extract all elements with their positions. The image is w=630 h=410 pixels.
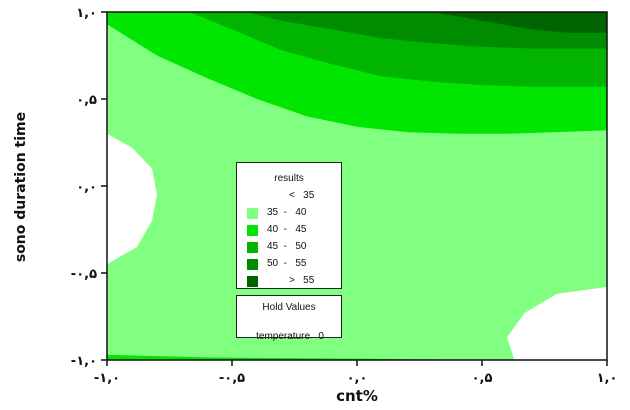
y-tick-label-2: ۰,۰ xyxy=(76,180,97,195)
legend-label-0: < 35 xyxy=(289,190,315,201)
y-tick-label-4: ۱,۰ xyxy=(76,6,97,21)
hold-value-label: temperature xyxy=(256,331,311,342)
x-tick-label-0: -۱,۰ xyxy=(94,371,120,386)
x-tick-label-3: ۰,۵ xyxy=(472,371,493,386)
legend: results < 35 35 - 40 40 - 45 45 - 50 50 - 55… xyxy=(236,162,342,289)
x-axis-title: cnt% xyxy=(336,387,378,405)
contour-region-6 xyxy=(432,12,607,33)
legend-title: results xyxy=(274,173,304,184)
y-axis-ticks: -۱,۰ -۰,۵ ۰,۰ ۰,۵ ۱,۰ xyxy=(71,6,107,369)
legend-entry-5: > 55 xyxy=(237,275,341,289)
legend-swatch-3 xyxy=(247,242,258,253)
y-tick-label-0: -۱,۰ xyxy=(71,354,97,369)
legend-entry-2: 40 - 45 xyxy=(237,224,341,238)
x-tick-label-4: ۱,۰ xyxy=(597,371,618,386)
contour-region-2 xyxy=(107,354,515,360)
legend-label-3: 45 - 50 xyxy=(267,241,307,252)
legend-swatch-4 xyxy=(247,259,258,270)
hold-values-box: Hold Values temperature 0 xyxy=(236,295,342,342)
y-tick-label-1: -۰,۵ xyxy=(71,267,97,282)
legend-entry-4: 50 - 55 xyxy=(237,258,341,272)
x-tick-label-1: -۰,۵ xyxy=(219,371,245,386)
x-axis-ticks: -۱,۰ -۰,۵ ۰,۰ ۰,۵ ۱,۰ xyxy=(94,360,618,386)
legend-entry-1: 35 - 40 xyxy=(237,207,341,221)
legend-swatch-0 xyxy=(247,191,258,202)
hold-value-number: 0 xyxy=(318,331,324,342)
legend-entry-0: < 35 xyxy=(237,190,341,204)
y-tick-label-3: ۰,۵ xyxy=(76,93,97,108)
legend-label-5: > 55 xyxy=(289,275,315,286)
legend-swatch-5 xyxy=(247,276,258,287)
hold-value-row: temperature 0 xyxy=(245,320,324,353)
legend-swatch-2 xyxy=(247,225,258,236)
plot-area xyxy=(107,12,607,360)
contour-region-0 xyxy=(107,133,157,265)
legend-entry-3: 45 - 50 xyxy=(237,241,341,255)
y-axis-title: sono duration time xyxy=(13,112,29,262)
x-tick-label-2: ۰,۰ xyxy=(347,371,368,386)
legend-label-4: 50 - 55 xyxy=(267,258,307,269)
legend-label-1: 35 - 40 xyxy=(267,207,307,218)
legend-swatch-1 xyxy=(247,208,258,219)
hold-values-title: Hold Values xyxy=(262,302,316,313)
contour-region-1 xyxy=(507,286,607,360)
legend-label-2: 40 - 45 xyxy=(267,224,307,235)
